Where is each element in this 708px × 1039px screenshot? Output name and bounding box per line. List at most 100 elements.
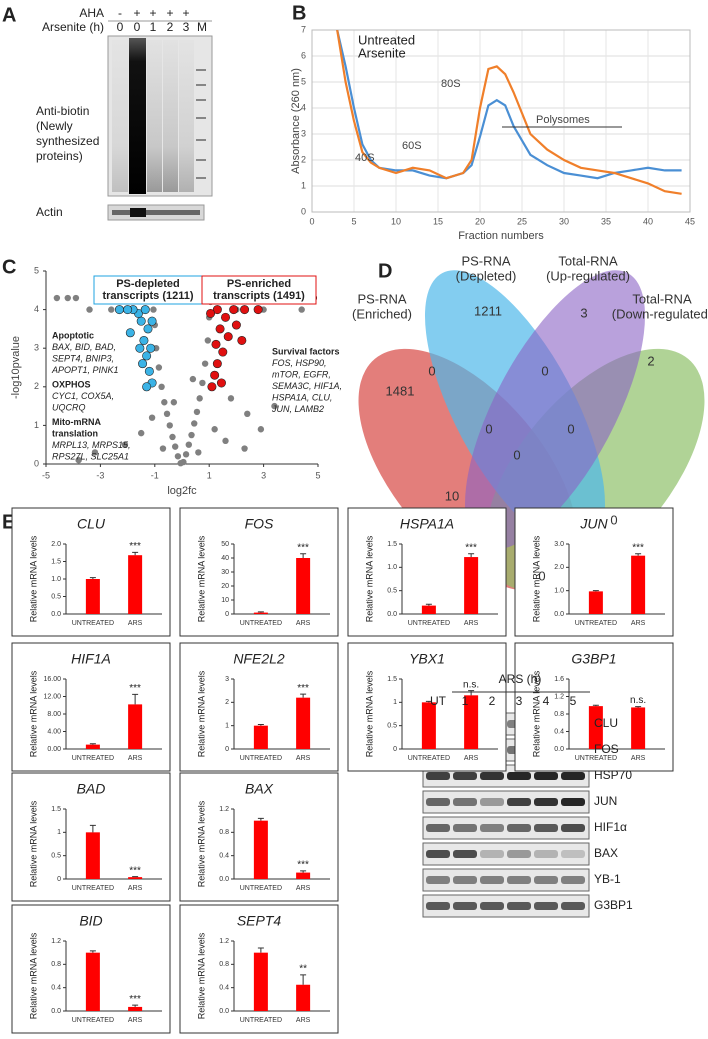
error-bar [132, 551, 139, 556]
region-count: 2 [647, 353, 654, 368]
bar [253, 612, 268, 614]
bar [128, 877, 143, 879]
annotation-heading: Survival factors [272, 346, 340, 356]
x-tick-label: 30 [559, 216, 569, 226]
blot-band [534, 772, 558, 780]
annotation-item: SEMA3C, HIF1A, [272, 381, 342, 391]
x-tick-label: 5 [351, 216, 356, 226]
y-tick-label: 1.2 [219, 806, 229, 813]
point [193, 408, 201, 416]
y-tick-label: 1.0 [387, 564, 397, 571]
x-tick-label: UNTREATED [575, 755, 617, 762]
chart-frame [11, 507, 171, 637]
y-tick-label: 30 [221, 569, 229, 576]
blot-band [561, 902, 585, 910]
x-tick-label: ARS [631, 755, 646, 762]
region-count: 0 [513, 447, 520, 462]
y-tick-label: 1.2 [219, 938, 229, 945]
annotation-item: HSPA1A, CLU, [272, 392, 332, 402]
y-axis-label: Relative mRNA levels [364, 670, 374, 757]
y-tick-label: 20 [221, 583, 229, 590]
y-tick-label: 2 [301, 154, 306, 164]
blot-band [453, 798, 477, 806]
box-label: PS-enriched [227, 278, 291, 290]
blot-band [480, 876, 504, 884]
blot-row-label: Arsenite (h) [42, 20, 104, 34]
y-axis-label: Relative mRNA levels [28, 800, 38, 887]
panel-letter: B [292, 2, 306, 24]
point [114, 305, 124, 315]
y-axis-label: Relative mRNA levels [28, 932, 38, 1019]
annotation-heading: Mito-mRNA [52, 417, 101, 427]
x-tick-label: UNTREATED [240, 620, 282, 627]
point [227, 395, 235, 402]
y-tick-label: 0.0 [219, 1008, 229, 1015]
point [229, 305, 239, 315]
x-axis-label: log2fc [167, 485, 197, 497]
significance: *** [129, 994, 141, 1005]
error-bar [635, 706, 642, 708]
x-tick-label: ARS [296, 1017, 311, 1024]
x-tick-label: -1 [151, 470, 159, 480]
y-tick-label: 6 [301, 50, 306, 60]
annotation-item: JUN, LAMB2 [271, 404, 324, 414]
blot-strip [422, 790, 590, 814]
blot-band [453, 876, 477, 884]
y-tick-label: 1.0 [554, 588, 564, 595]
point [182, 451, 190, 458]
y-tick-label: 0.4 [554, 728, 564, 735]
x-tick-label: 20 [475, 216, 485, 226]
point [199, 379, 206, 387]
x-tick-label: 0 [309, 216, 314, 226]
point [136, 316, 146, 326]
y-axis-label: Relative mRNA levels [28, 670, 38, 757]
bar [631, 555, 646, 614]
y-tick-label: 12.00 [43, 693, 61, 700]
region-count: 0 [485, 421, 492, 436]
y-tick-label: 0.0 [387, 611, 397, 618]
set-label: (Depleted) [456, 268, 517, 283]
blot-lane-label: 0 [134, 20, 141, 34]
significance: *** [129, 541, 141, 552]
blot-band [453, 824, 477, 832]
y-tick-label: 1 [34, 420, 39, 430]
lane-label: UT [430, 694, 447, 708]
x-tick-label: ARS [631, 620, 646, 627]
y-tick-label: 5 [34, 265, 39, 275]
blot-band [453, 850, 477, 858]
point [196, 395, 203, 402]
significance: ** [299, 963, 307, 974]
set-label: Total-RNA [632, 291, 692, 306]
chart-frame [179, 642, 339, 772]
blot-band [426, 824, 450, 832]
legend-label: Untreated [358, 32, 415, 47]
point [241, 445, 248, 452]
y-tick-label: 10 [221, 597, 229, 604]
bar [85, 744, 100, 749]
y-tick-label: 0 [34, 458, 39, 468]
lane-label: 4 [543, 694, 550, 708]
y-tick-label: 2.0 [554, 564, 564, 571]
y-tick-label: 1.6 [554, 676, 564, 683]
error-bar [89, 950, 96, 953]
point [146, 343, 156, 353]
point [72, 294, 80, 302]
bar [296, 558, 311, 614]
x-tick-label: 1 [207, 470, 212, 480]
chart-title: HSPA1A [400, 516, 454, 532]
error-bar [257, 611, 264, 613]
bar [588, 706, 603, 749]
x-tick-label: UNTREATED [575, 620, 617, 627]
point [212, 359, 222, 369]
error-bar [257, 817, 264, 821]
bar [296, 872, 311, 879]
panel-letter: D [378, 260, 392, 282]
region-count: 0 [567, 421, 574, 436]
error-bar [425, 603, 432, 606]
point [244, 410, 251, 418]
bar [296, 984, 311, 1011]
blot-band [480, 824, 504, 832]
y-tick-label: 0 [225, 746, 229, 753]
y-tick-label: 1 [225, 723, 229, 730]
